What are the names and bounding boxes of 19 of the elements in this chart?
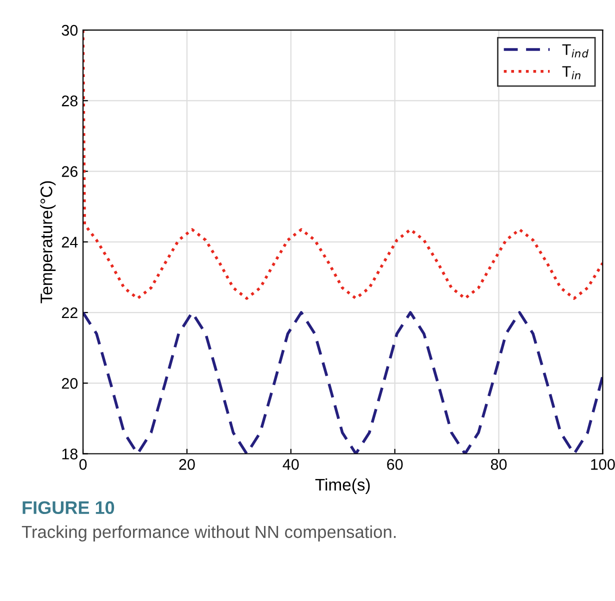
legend-label: T$_{ind}$ [562, 44, 589, 58]
x-tick-label: 20 [179, 459, 195, 470]
legend-label: T$_{in}$ [562, 66, 580, 80]
text: Tracking performance without NN compensation. [22, 525, 396, 542]
y-tick-label: 28 [62, 96, 78, 106]
y-tick-label: 24 [62, 236, 78, 248]
x-axis-title: Time(s) [315, 478, 370, 494]
x-tick-label: 80 [490, 459, 507, 470]
y-tick-label: 26 [62, 166, 78, 177]
y-tick-label: 20 [62, 378, 78, 389]
x-tick-label: 60 [387, 459, 403, 470]
y-tick-label: 22 [62, 307, 78, 318]
x-tick-label: 0 [79, 459, 87, 470]
y-tick-label: 30 [62, 24, 78, 36]
caption: FIGURE 10 [22, 501, 114, 514]
x-tick-label: 40 [282, 459, 299, 470]
x-tick-label: 100 [591, 459, 615, 470]
y-tick-label: 18 [62, 448, 78, 460]
y-axis-title: Temperature(°C) [40, 181, 56, 304]
